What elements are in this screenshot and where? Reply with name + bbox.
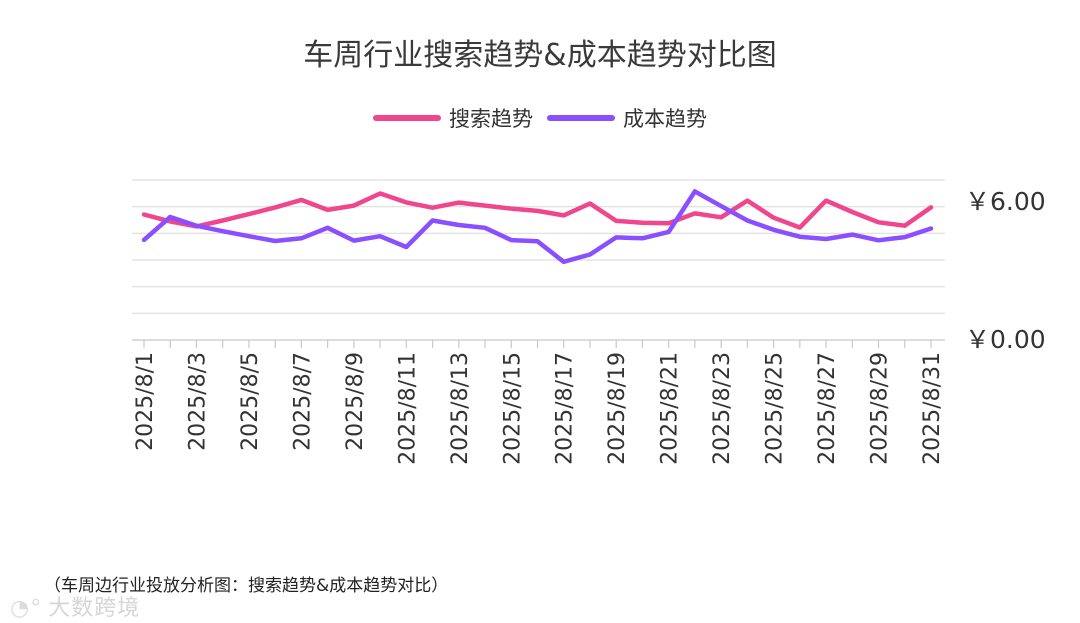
legend-swatch-search	[373, 115, 441, 121]
y-axis: ￥6.00 ￥0.00	[965, 187, 1046, 354]
x-tick-label: 2025/8/13	[448, 352, 473, 465]
legend-item-search[interactable]: 搜索趋势	[373, 103, 533, 133]
series-line-cost	[141, 189, 934, 265]
x-tick-label: 2025/8/17	[553, 352, 578, 465]
x-tick-label: 2025/8/7	[290, 352, 315, 451]
watermark-logo-icon: ◔°	[10, 596, 43, 621]
x-tick-label: 2025/8/25	[763, 352, 788, 465]
y-tick-label: ￥6.00	[965, 187, 1046, 216]
x-axis: 2025/8/1 2025/8/3 2025/8/5 2025/8/7 2025/8/9…	[133, 340, 945, 465]
footnote: （车周边行业投放分析图：搜索趋势&成本趋势对比）	[44, 576, 449, 596]
x-tick-label: 2025/8/9	[343, 352, 368, 451]
legend-label-search: 搜索趋势	[449, 107, 533, 131]
chart-title: 车周行业搜索趋势&成本趋势对比图	[303, 38, 777, 73]
series-layer	[141, 189, 934, 265]
watermark: ◔° 大数跨境	[10, 590, 140, 622]
x-tick-label: 2025/8/15	[500, 352, 525, 465]
x-tick-label: 2025/8/27	[815, 352, 840, 465]
legend-label-cost: 成本趋势	[623, 107, 707, 131]
series-line-search	[141, 191, 934, 230]
legend-item-cost[interactable]: 成本趋势	[547, 103, 707, 133]
x-tick-label: 2025/8/31	[920, 352, 945, 465]
x-tick-label: 2025/8/21	[658, 352, 683, 465]
x-tick-label: 2025/8/5	[238, 352, 263, 451]
x-tick-label: 2025/8/29	[868, 352, 893, 465]
x-tick-label: 2025/8/23	[710, 352, 735, 465]
legend: 搜索趋势 成本趋势	[0, 103, 1080, 133]
x-tick-label: 2025/8/11	[395, 352, 420, 465]
y-tick-label: ￥0.00	[965, 325, 1046, 354]
grid-layer	[132, 179, 945, 341]
watermark-text: 大数跨境	[48, 596, 141, 621]
x-tick-label: 2025/8/19	[605, 352, 630, 465]
legend-swatch-cost	[547, 115, 615, 121]
x-tick-label: 2025/8/1	[133, 352, 158, 451]
x-tick-label: 2025/8/3	[185, 352, 210, 451]
